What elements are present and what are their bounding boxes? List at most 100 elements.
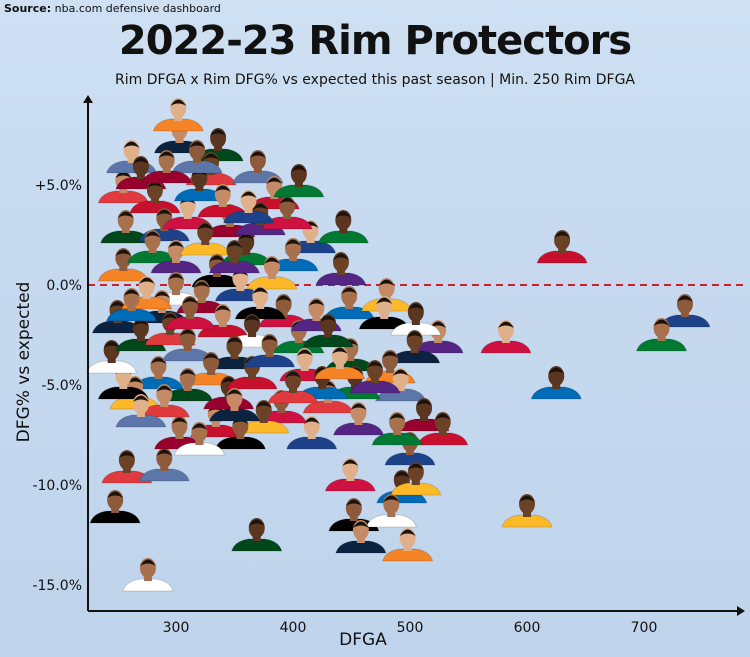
player-headshot-point[interactable]: [132, 356, 185, 390]
player-headshot-point[interactable]: [390, 302, 442, 336]
player-headshot-point[interactable]: [105, 140, 158, 174]
jersey-shape: [208, 260, 261, 274]
hair-shape: [653, 319, 670, 326]
player-headshot-point[interactable]: [208, 240, 261, 274]
player-headshot-point[interactable]: [332, 402, 385, 436]
player-headshot-point[interactable]: [315, 252, 367, 286]
player-headshot-point[interactable]: [164, 296, 216, 330]
player-headshot-point[interactable]: [371, 412, 423, 446]
player-headshot-point[interactable]: [208, 388, 261, 422]
hair-shape: [144, 231, 161, 238]
player-headshot-point[interactable]: [162, 368, 214, 402]
chart-title: 2022-23 Rim Protectors: [118, 18, 632, 64]
player-headshot-point[interactable]: [267, 370, 319, 404]
neck-shape: [127, 157, 136, 163]
player-headshot-point[interactable]: [324, 458, 377, 492]
player-headshot-point[interactable]: [390, 462, 442, 496]
player-headshot-point[interactable]: [105, 288, 158, 322]
player-headshot-point[interactable]: [171, 140, 223, 174]
jersey-shape: [231, 538, 283, 552]
player-headshot-point[interactable]: [349, 360, 401, 394]
hair-shape: [146, 181, 163, 188]
player-headshot-point[interactable]: [358, 296, 410, 330]
jersey-shape: [317, 230, 369, 244]
player-headshot-point[interactable]: [365, 494, 417, 528]
jersey-shape: [480, 340, 532, 354]
jersey-shape: [85, 360, 138, 374]
player-headshot-point[interactable]: [179, 222, 231, 256]
player-headshot-point[interactable]: [162, 328, 214, 362]
player-headshot-point[interactable]: [273, 164, 325, 198]
player-headshot-point[interactable]: [140, 150, 193, 184]
y-axis-label: DFG% vs expected: [14, 281, 34, 443]
player-headshot-point[interactable]: [115, 394, 167, 428]
hair-shape: [168, 273, 184, 280]
hair-shape: [342, 459, 359, 466]
player-headshot-point[interactable]: [101, 450, 153, 484]
y-tick-label: -10.0%: [32, 478, 82, 494]
jersey-shape: [501, 514, 553, 528]
player-headshot-point[interactable]: [152, 98, 205, 132]
player-headshot-point[interactable]: [501, 494, 553, 528]
y-tick-label: -15.0%: [32, 578, 82, 594]
player-headshot-point[interactable]: [536, 230, 588, 264]
hair-shape: [430, 321, 447, 328]
hair-shape: [156, 209, 173, 216]
jersey-shape: [365, 514, 417, 528]
player-headshot-point[interactable]: [222, 190, 275, 224]
hair-shape: [132, 319, 149, 326]
neck-shape: [119, 383, 128, 389]
hair-shape: [392, 369, 409, 376]
hair-shape: [238, 233, 255, 240]
hair-shape: [393, 471, 410, 478]
player-headshot-point[interactable]: [480, 320, 532, 354]
hair-shape: [389, 413, 406, 420]
player-headshot-point[interactable]: [659, 294, 711, 328]
hair-shape: [182, 297, 199, 304]
hair-shape: [214, 305, 231, 312]
hair-shape: [210, 129, 227, 136]
player-headshot-point[interactable]: [335, 520, 387, 554]
player-headshot-point[interactable]: [389, 330, 441, 364]
hair-shape: [285, 371, 301, 378]
player-headshot-point[interactable]: [231, 518, 283, 552]
player-headshot-point[interactable]: [246, 256, 298, 290]
player-headshot-point[interactable]: [129, 180, 181, 214]
jersey-shape: [381, 548, 434, 562]
player-headshot-point[interactable]: [417, 412, 469, 446]
x-axis-label: DFGA: [339, 630, 387, 650]
player-headshot-point[interactable]: [286, 416, 338, 450]
player-headshot-point[interactable]: [243, 334, 296, 368]
player-headshot-point[interactable]: [317, 210, 369, 244]
player-headshot-point[interactable]: [150, 240, 202, 274]
player-headshot-point[interactable]: [323, 286, 375, 320]
player-headshot-point[interactable]: [238, 400, 290, 434]
hair-shape: [150, 357, 167, 364]
hair-shape: [407, 463, 424, 470]
player-headshot-point[interactable]: [261, 196, 313, 230]
player-headshot-point[interactable]: [635, 318, 688, 352]
player-headshot-point[interactable]: [89, 490, 141, 524]
hair-shape: [378, 279, 395, 286]
hair-shape: [366, 361, 383, 368]
x-tick-label: 300: [163, 620, 190, 636]
player-headshot-point[interactable]: [314, 346, 366, 380]
player-headshot-point[interactable]: [302, 314, 354, 348]
player-headshot-point[interactable]: [530, 366, 582, 400]
player-headshot-point[interactable]: [267, 238, 319, 272]
jersey-shape: [286, 436, 338, 450]
player-headshot-point[interactable]: [173, 422, 226, 456]
player-headshot-point[interactable]: [85, 340, 138, 374]
hair-shape: [156, 385, 173, 392]
player-headshot-point[interactable]: [100, 210, 152, 244]
player-headshot-point[interactable]: [138, 448, 190, 482]
player-headshot-point[interactable]: [381, 528, 434, 562]
player-headshot-point[interactable]: [122, 558, 174, 592]
hair-shape: [226, 389, 243, 396]
jersey-shape: [246, 276, 298, 290]
jersey-shape: [222, 210, 275, 224]
player-headshot-point[interactable]: [138, 384, 190, 418]
source-text: nba.com defensive dashboard: [54, 2, 221, 15]
hair-shape: [162, 313, 179, 320]
player-headshot-point[interactable]: [126, 230, 179, 264]
